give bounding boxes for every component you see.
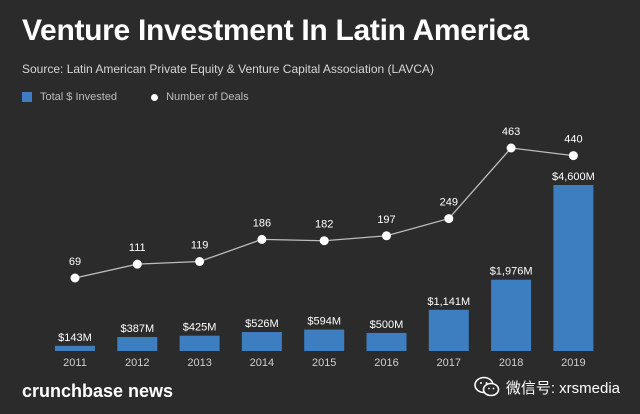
- bar-label-2012: $387M: [120, 323, 154, 335]
- deals-label-2011: 69: [69, 256, 81, 268]
- wechat-text: 微信号: xrsmedia: [505, 379, 620, 397]
- chart-title: Venture Investment In Latin America: [22, 14, 529, 47]
- deals-point-2013: [195, 257, 205, 267]
- legend-label-deals: Number of Deals: [166, 91, 249, 103]
- deals-point-2012: [132, 259, 142, 269]
- bar-label-2019: $4,600M: [552, 171, 595, 183]
- deals-point-2011: [70, 273, 80, 283]
- deals-label-2014: 186: [253, 217, 271, 229]
- chart-subtitle: Source: Latin American Private Equity & …: [22, 62, 434, 76]
- bar-label-2014: $526M: [245, 318, 279, 330]
- bar-2011: [55, 345, 95, 351]
- wechat-icon: [474, 376, 500, 397]
- x-tick-label-2017: 2017: [437, 357, 461, 369]
- bar-label-2015: $594M: [307, 316, 341, 328]
- bar-label-2013: $425M: [183, 322, 217, 334]
- deals-label-2012: 111: [129, 242, 146, 254]
- x-tick-label-2018: 2018: [499, 357, 523, 369]
- bar-label-2011: $143M: [58, 332, 92, 344]
- deals-label-2018: 463: [502, 126, 520, 138]
- deals-label-2013: 119: [191, 240, 209, 252]
- deals-label-2017: 249: [440, 197, 458, 209]
- bar-label-2017: $1,141M: [427, 296, 470, 308]
- x-tick-label-2016: 2016: [374, 357, 398, 369]
- bar-2017: [428, 309, 469, 351]
- bar-2016: [366, 332, 407, 351]
- bar-label-2016: $500M: [370, 319, 404, 331]
- deals-point-2015: [319, 236, 329, 246]
- x-tick-label-2011: 2011: [63, 357, 87, 369]
- deals-point-2019: [568, 151, 578, 161]
- legend: Total $ Invested Number of Deals: [22, 91, 249, 103]
- wechat-watermark: 微信号: xrsmedia: [474, 376, 620, 398]
- bar-2014: [241, 332, 282, 351]
- bar-2012: [117, 337, 158, 351]
- deals-point-2014: [257, 234, 267, 244]
- legend-marker-deals: [151, 93, 159, 101]
- bar-label-2018: $1,976M: [490, 266, 533, 278]
- bar-2015: [304, 329, 345, 351]
- bar-2018: [491, 279, 532, 351]
- x-tick-label-2015: 2015: [312, 357, 336, 369]
- x-tick-label-2013: 2013: [187, 357, 211, 369]
- x-tick-label-2019: 2019: [561, 357, 585, 369]
- deals-label-2019: 440: [564, 134, 582, 146]
- x-tick-label-2014: 2014: [250, 357, 274, 369]
- legend-swatch-invested: [22, 92, 32, 102]
- deals-point-2018: [506, 143, 516, 153]
- deals-label-2016: 197: [377, 214, 395, 226]
- deals-point-2016: [382, 231, 391, 241]
- deals-label-2015: 182: [315, 219, 333, 231]
- x-tick-label-2012: 2012: [125, 357, 149, 369]
- bar-2019: [553, 185, 594, 351]
- deals-line: [74, 147, 574, 279]
- legend-label-invested: Total $ Invested: [40, 91, 118, 103]
- bar-2013: [179, 335, 220, 351]
- brand-logo-text: crunchbase news: [22, 381, 174, 401]
- deals-point-2017: [444, 214, 454, 224]
